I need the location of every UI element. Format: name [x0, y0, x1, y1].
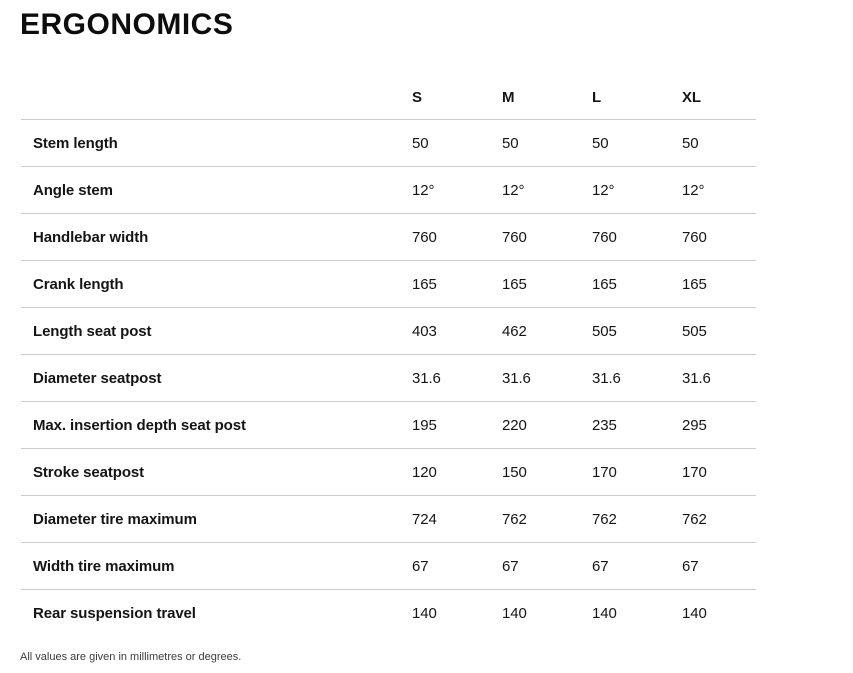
- table-row: Stroke seatpost 120 150 170 170: [21, 449, 756, 496]
- cell-m: 31.6: [502, 369, 531, 387]
- table-row: Crank length 165 165 165 165: [21, 261, 756, 308]
- cell-l: 165: [592, 275, 617, 293]
- cell-s: 120: [412, 463, 437, 481]
- table-row: Width tire maximum 67 67 67 67: [21, 543, 756, 590]
- col-header-s: S: [412, 88, 422, 106]
- cell-s: 67: [412, 557, 429, 575]
- cell-m: 762: [502, 510, 527, 528]
- cell-l: 12°: [592, 181, 615, 199]
- cell-xl: 760: [682, 228, 707, 246]
- cell-m: 760: [502, 228, 527, 246]
- units-footnote: All values are given in millimetres or d…: [20, 651, 242, 663]
- cell-m: 165: [502, 275, 527, 293]
- cell-xl: 12°: [682, 181, 705, 199]
- cell-l: 140: [592, 604, 617, 622]
- row-label: Rear suspension travel: [33, 604, 196, 622]
- cell-m: 462: [502, 322, 527, 340]
- cell-l: 235: [592, 416, 617, 434]
- cell-m: 50: [502, 134, 519, 152]
- table-row: Diameter tire maximum 724 762 762 762: [21, 496, 756, 543]
- row-label: Crank length: [33, 275, 124, 293]
- cell-l: 31.6: [592, 369, 621, 387]
- cell-l: 762: [592, 510, 617, 528]
- cell-s: 760: [412, 228, 437, 246]
- cell-l: 505: [592, 322, 617, 340]
- cell-s: 31.6: [412, 369, 441, 387]
- col-header-xl: XL: [682, 88, 701, 106]
- cell-xl: 31.6: [682, 369, 711, 387]
- row-label: Stem length: [33, 134, 118, 152]
- table-row: Length seat post 403 462 505 505: [21, 308, 756, 355]
- cell-xl: 67: [682, 557, 699, 575]
- table-row: Max. insertion depth seat post 195 220 2…: [21, 402, 756, 449]
- ergonomics-table: S M L XL Stem length 50 50 50 50 Angle s…: [21, 75, 756, 636]
- row-label: Handlebar width: [33, 228, 149, 246]
- row-label: Stroke seatpost: [33, 463, 145, 481]
- col-header-l: L: [592, 88, 602, 106]
- cell-xl: 165: [682, 275, 707, 293]
- cell-m: 12°: [502, 181, 525, 199]
- table-row: Handlebar width 760 760 760 760: [21, 214, 756, 261]
- row-label: Max. insertion depth seat post: [33, 416, 246, 434]
- cell-s: 50: [412, 134, 429, 152]
- cell-l: 760: [592, 228, 617, 246]
- cell-s: 12°: [412, 181, 435, 199]
- cell-s: 165: [412, 275, 437, 293]
- cell-xl: 295: [682, 416, 707, 434]
- cell-s: 195: [412, 416, 437, 434]
- cell-xl: 50: [682, 134, 699, 152]
- cell-l: 67: [592, 557, 609, 575]
- col-header-m: M: [502, 88, 515, 106]
- table-header-row: S M L XL: [21, 75, 756, 120]
- cell-s: 140: [412, 604, 437, 622]
- row-label: Length seat post: [33, 322, 152, 340]
- cell-s: 403: [412, 322, 437, 340]
- cell-l: 50: [592, 134, 609, 152]
- cell-l: 170: [592, 463, 617, 481]
- row-label: Width tire maximum: [33, 557, 175, 575]
- cell-m: 150: [502, 463, 527, 481]
- table-row: Stem length 50 50 50 50: [21, 120, 756, 167]
- cell-m: 220: [502, 416, 527, 434]
- cell-xl: 505: [682, 322, 707, 340]
- cell-s: 724: [412, 510, 437, 528]
- row-label: Diameter seatpost: [33, 369, 162, 387]
- row-label: Diameter tire maximum: [33, 510, 197, 528]
- cell-xl: 762: [682, 510, 707, 528]
- row-label: Angle stem: [33, 181, 113, 199]
- cell-xl: 140: [682, 604, 707, 622]
- cell-xl: 170: [682, 463, 707, 481]
- cell-m: 67: [502, 557, 519, 575]
- cell-m: 140: [502, 604, 527, 622]
- table-row: Diameter seatpost 31.6 31.6 31.6 31.6: [21, 355, 756, 402]
- table-row: Rear suspension travel 140 140 140 140: [21, 590, 756, 636]
- page-title: ERGONOMICS: [20, 8, 234, 41]
- table-row: Angle stem 12° 12° 12° 12°: [21, 167, 756, 214]
